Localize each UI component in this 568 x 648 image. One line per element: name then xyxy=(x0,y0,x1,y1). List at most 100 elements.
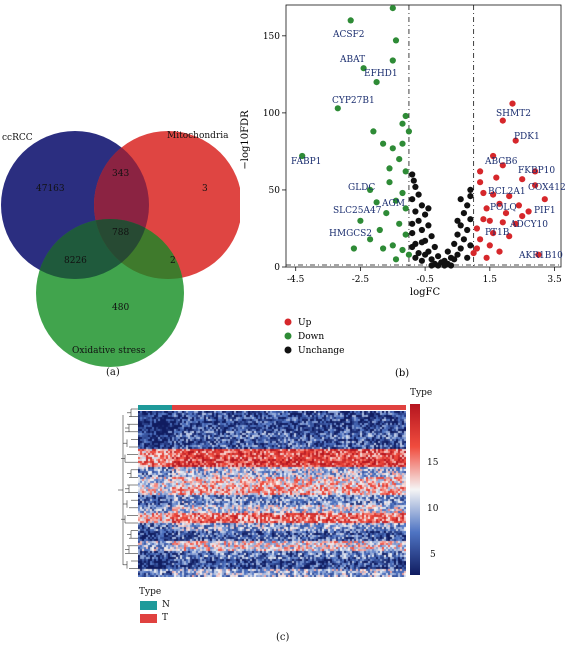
point-up-33 xyxy=(477,168,484,175)
gene-label-abcb6: ABCB6 xyxy=(485,157,518,167)
point-up-19 xyxy=(499,219,506,226)
point-up-4 xyxy=(499,162,506,169)
point-up-26 xyxy=(535,251,542,258)
gene-label-adcy10: ADCY10 xyxy=(510,220,548,230)
legend-unchange-label: Unchange xyxy=(298,346,344,356)
volcano-plot-frame xyxy=(285,4,562,268)
point-down-23 xyxy=(357,217,364,224)
point-unchange-48 xyxy=(441,262,448,269)
point-down-25 xyxy=(376,226,383,234)
point-up-12 xyxy=(541,196,548,203)
point-up-32 xyxy=(493,174,500,181)
point-unchange-44 xyxy=(409,243,416,251)
point-unchange-28 xyxy=(451,240,458,247)
point-unchange-35 xyxy=(464,202,471,209)
point-unchange-43 xyxy=(467,242,474,249)
venn-count-ccrcc-oxid: 8226 xyxy=(64,256,87,266)
point-up-15 xyxy=(483,205,490,212)
point-up-11 xyxy=(532,182,539,189)
point-down-21 xyxy=(402,205,409,212)
point-down-33 xyxy=(392,256,400,263)
point-unchange-10 xyxy=(409,230,416,237)
point-down-31 xyxy=(380,245,387,252)
gene-label-ptib: PT1B xyxy=(485,228,510,238)
gene-label-gfm: AGM xyxy=(382,199,405,209)
heatmap-grid xyxy=(138,411,406,577)
legend-label-n: N xyxy=(162,600,170,610)
gene-label-efhd1: EFHD1 xyxy=(364,69,398,79)
xtick-label-0: -4.5 xyxy=(287,275,305,285)
point-up-2 xyxy=(512,137,519,144)
point-unchange-50 xyxy=(454,217,461,224)
point-unchange-23 xyxy=(441,257,448,264)
gene-label-acsf2: ACSF2 xyxy=(333,30,365,40)
volcano-xlabel: logFC xyxy=(410,287,441,298)
point-up-22 xyxy=(490,230,497,237)
point-up-18 xyxy=(480,216,487,223)
point-unchange-41 xyxy=(464,254,471,261)
point-unchange-4 xyxy=(418,202,425,209)
point-down-18 xyxy=(399,189,406,197)
point-down-19 xyxy=(392,197,400,204)
colorbar-tick-10: 10 xyxy=(427,504,439,514)
point-down-34 xyxy=(386,165,393,172)
venn-label-oxidative: Oxidative stress xyxy=(72,346,146,356)
point-unchange-0 xyxy=(409,171,416,178)
gene-label-slc25a47: SLC25A47 xyxy=(333,206,382,216)
point-unchange-36 xyxy=(467,193,474,200)
point-down-16 xyxy=(386,179,393,186)
point-down-13 xyxy=(299,152,306,160)
point-up-24 xyxy=(477,236,484,243)
point-down-12 xyxy=(389,145,396,152)
panel-label-b: (b) xyxy=(395,368,409,379)
heatmap-type-bar-tumor xyxy=(172,405,406,410)
heatmap-legend-title: Type xyxy=(139,587,162,597)
venn-count-mito-oxid: 2 xyxy=(170,256,176,266)
point-up-34 xyxy=(486,217,493,224)
legend-swatch-t xyxy=(140,614,157,623)
point-up-5 xyxy=(532,168,539,175)
heatmap-type-bar-normal xyxy=(138,405,172,410)
point-unchange-27 xyxy=(457,245,464,252)
point-unchange-11 xyxy=(428,233,435,240)
point-unchange-49 xyxy=(418,239,425,246)
point-unchange-42 xyxy=(412,254,419,261)
point-up-31 xyxy=(519,213,526,220)
point-down-24 xyxy=(396,220,403,227)
point-down-8 xyxy=(399,120,406,127)
venn-count-ccrcc-only: 47163 xyxy=(36,184,65,194)
gene-label-pif1: PIF1 xyxy=(534,206,556,216)
gene-label-bcl2a1: BCL2A1 xyxy=(488,187,526,197)
ytick-label-2: 100 xyxy=(263,109,280,119)
legend-label-t: T xyxy=(162,613,169,623)
point-unchange-40 xyxy=(451,256,458,263)
point-up-17 xyxy=(525,208,532,215)
point-down-28 xyxy=(389,242,396,249)
gene-label-fabp1: FABP1 xyxy=(291,157,322,167)
point-down-9 xyxy=(405,128,412,135)
point-down-22 xyxy=(383,210,390,217)
point-down-6 xyxy=(334,105,341,112)
point-up-6 xyxy=(519,176,526,183)
legend-unchange-marker xyxy=(284,346,292,354)
point-down-20 xyxy=(373,199,380,206)
heatmap-colorbar xyxy=(410,404,420,575)
point-down-15 xyxy=(402,168,409,175)
heatmap-dendrogram xyxy=(116,405,138,577)
gene-label-pdk1: PDK1 xyxy=(514,132,540,142)
point-unchange-53 xyxy=(410,177,417,184)
point-unchange-26 xyxy=(444,248,451,255)
volcano-ylabel: −log10FDR xyxy=(240,110,251,170)
point-down-1 xyxy=(347,17,354,24)
point-unchange-38 xyxy=(409,220,416,227)
ytick-label-0: 0 xyxy=(274,263,280,273)
point-unchange-25 xyxy=(454,251,461,258)
xtick-label-3: 1.5 xyxy=(483,275,498,285)
point-up-25 xyxy=(486,242,493,249)
heatmap-top-type-label: Type xyxy=(410,388,433,398)
point-up-3 xyxy=(490,152,497,160)
point-up-30 xyxy=(470,250,477,257)
point-unchange-39 xyxy=(422,251,429,258)
point-unchange-17 xyxy=(435,253,442,260)
ytick-label-3: 150 xyxy=(263,32,280,42)
